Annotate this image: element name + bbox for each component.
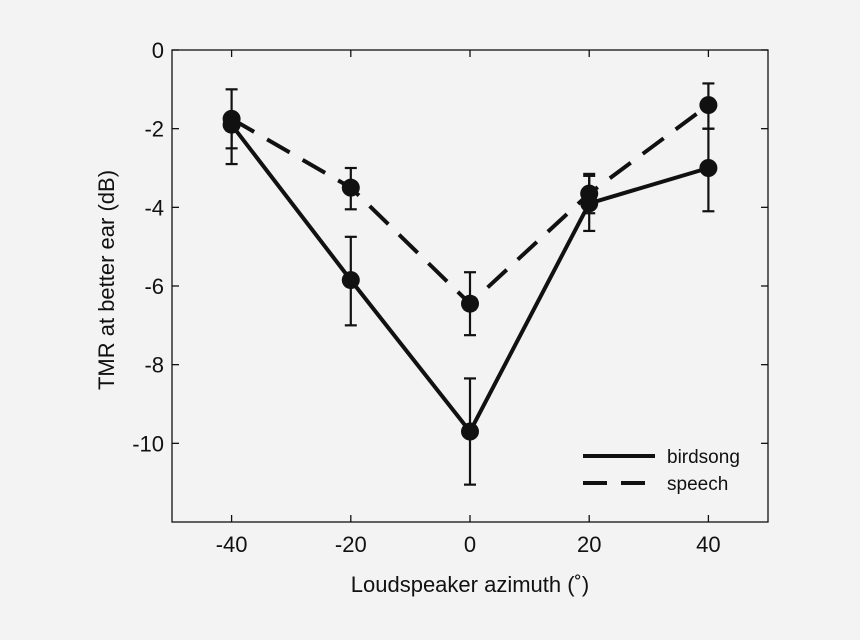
x-tick-label: -40 (216, 532, 248, 557)
y-tick-label: -6 (144, 274, 164, 299)
legend-label-speech: speech (667, 474, 728, 495)
legend-label-birdsong: birdsong (667, 447, 740, 468)
x-tick-label: 40 (696, 532, 720, 557)
y-tick-label: 0 (152, 38, 164, 63)
x-axis-title: Loudspeaker azimuth (˚) (351, 572, 589, 597)
data-point-speech (222, 109, 241, 128)
data-point-speech (341, 178, 360, 197)
data-point-birdsong (461, 422, 479, 441)
data-point-speech (461, 294, 479, 313)
x-tick-label: -20 (335, 532, 367, 557)
data-point-speech (580, 184, 599, 203)
data-point-speech (699, 96, 718, 115)
y-tick-label: -8 (144, 353, 164, 378)
x-tick-label: 0 (464, 532, 476, 557)
y-tick-label: -2 (144, 117, 164, 142)
data-point-birdsong (699, 159, 718, 177)
x-tick-label: 20 (577, 532, 601, 557)
y-tick-label: -10 (132, 431, 164, 456)
y-axis-title: TMR at better ear (dB) (94, 170, 119, 390)
y-tick-label: -4 (144, 195, 164, 220)
data-point-birdsong (341, 271, 360, 290)
legend: birdsong speech (583, 447, 740, 495)
